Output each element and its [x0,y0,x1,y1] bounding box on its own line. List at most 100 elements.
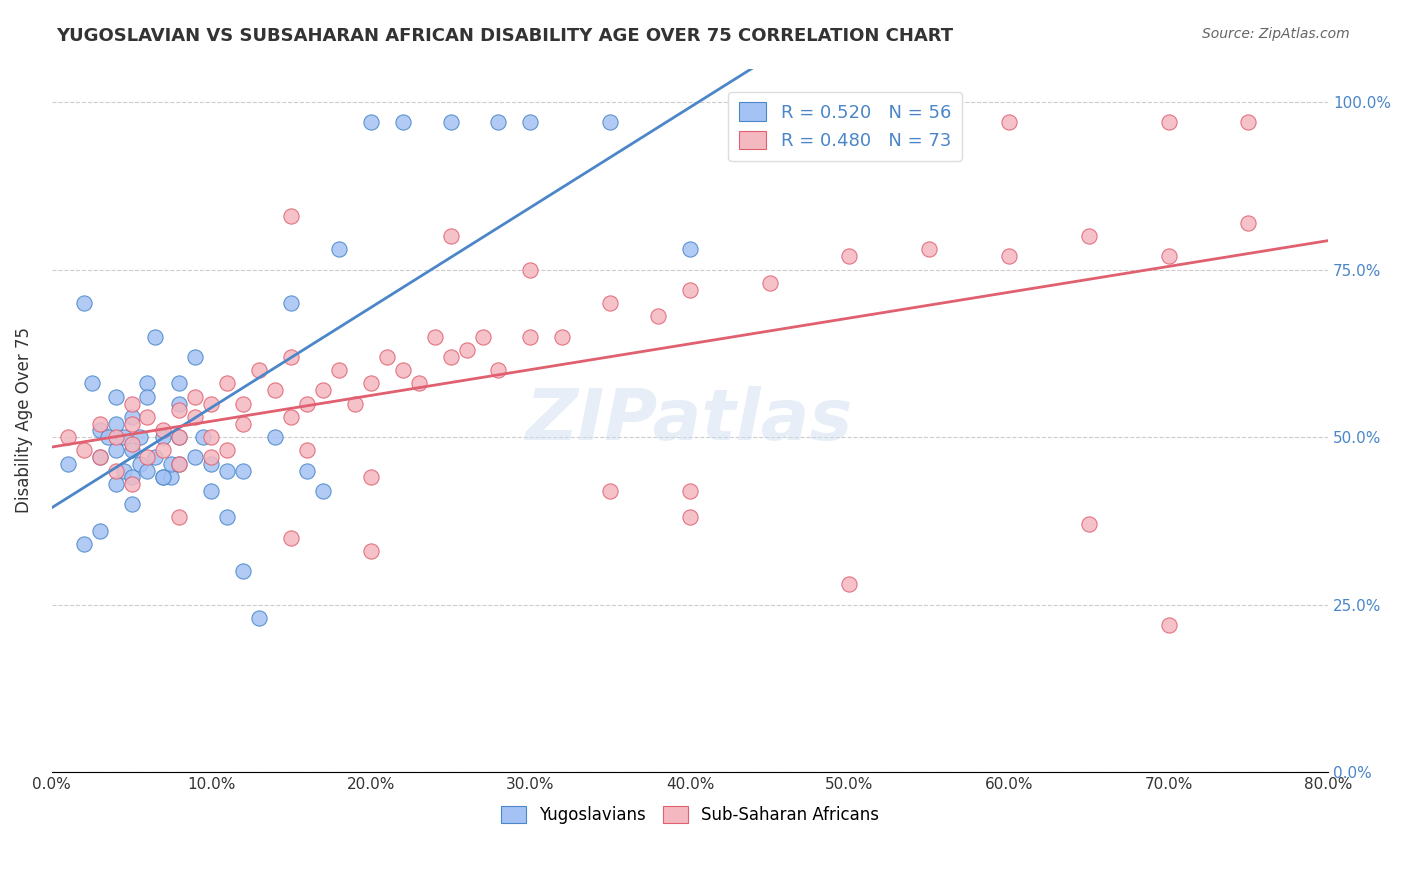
Point [918,243,941,257]
Point [89,423,111,437]
Point [360,544,382,558]
Point [193,430,215,444]
Point [152,470,174,484]
Point [169,396,191,410]
Text: Source: ZipAtlas.com: Source: ZipAtlas.com [1202,27,1350,41]
Point [217,510,239,524]
Point [112,430,135,444]
Point [73,296,96,310]
Point [80,376,103,391]
Point [184,450,207,464]
Point [408,376,430,391]
Point [145,450,167,464]
Point [679,283,702,297]
Point [104,390,127,404]
Point [280,350,302,364]
Point [169,430,191,444]
Point [360,376,382,391]
Point [1077,229,1099,244]
Point [104,477,127,491]
Point [104,443,127,458]
Point [200,483,222,498]
Point [169,376,191,391]
Point [232,417,254,431]
Point [200,430,222,444]
Point [328,243,350,257]
Point [998,249,1021,263]
Point [184,390,207,404]
Point [280,531,302,545]
Point [152,430,174,444]
Point [519,115,541,129]
Point [679,510,702,524]
Point [136,409,159,424]
Point [295,443,318,458]
Point [519,329,541,343]
Point [551,329,574,343]
Point [200,457,222,471]
Legend: Yugoslavians, Sub-Saharan Africans: Yugoslavians, Sub-Saharan Africans [491,796,889,834]
Point [264,430,287,444]
Point [169,403,191,417]
Point [160,470,183,484]
Point [647,310,669,324]
Y-axis label: Disability Age Over 75: Disability Age Over 75 [15,327,32,513]
Point [247,611,270,625]
Point [232,464,254,478]
Point [391,363,413,377]
Point [471,329,494,343]
Point [217,443,239,458]
Point [184,350,207,364]
Point [439,115,461,129]
Point [998,115,1021,129]
Point [264,383,287,397]
Point [152,443,174,458]
Point [104,417,127,431]
Point [169,430,191,444]
Point [169,510,191,524]
Point [295,396,318,410]
Point [136,450,159,464]
Point [56,430,79,444]
Point [1157,617,1180,632]
Point [217,464,239,478]
Point [121,436,143,450]
Point [375,350,398,364]
Point [1237,216,1260,230]
Text: YUGOSLAVIAN VS SUBSAHARAN AFRICAN DISABILITY AGE OVER 75 CORRELATION CHART: YUGOSLAVIAN VS SUBSAHARAN AFRICAN DISABI… [56,27,953,45]
Point [838,577,860,591]
Point [136,376,159,391]
Point [136,464,159,478]
Point [519,262,541,277]
Point [97,430,120,444]
Point [360,470,382,484]
Point [121,443,143,458]
Point [160,457,183,471]
Point [758,276,780,290]
Point [121,417,143,431]
Point [121,396,143,410]
Point [295,464,318,478]
Point [838,115,860,129]
Point [312,483,335,498]
Point [679,483,702,498]
Point [328,363,350,377]
Point [121,470,143,484]
Point [128,430,150,444]
Point [152,470,174,484]
Point [280,209,302,223]
Point [152,423,174,437]
Point [104,430,127,444]
Point [599,483,621,498]
Point [89,524,111,538]
Point [121,477,143,491]
Point [184,409,207,424]
Point [112,464,135,478]
Point [439,229,461,244]
Point [1157,249,1180,263]
Point [247,363,270,377]
Point [1157,115,1180,129]
Point [89,417,111,431]
Text: ZIPatlas: ZIPatlas [526,385,853,455]
Point [280,296,302,310]
